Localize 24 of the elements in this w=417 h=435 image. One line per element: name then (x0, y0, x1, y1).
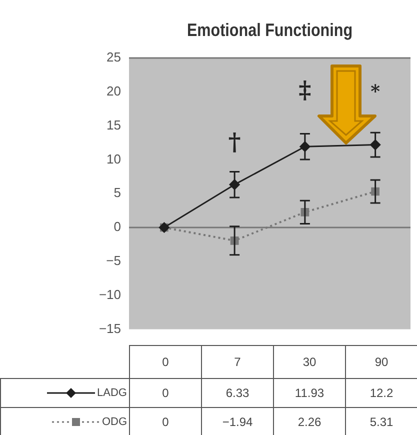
data-label: 6.33 (202, 378, 274, 407)
legend-label: ODG (0, 407, 130, 435)
y-tick-label: 10 (106, 151, 121, 166)
y-tick-label: 5 (114, 185, 121, 200)
y-tick-label: 15 (106, 117, 121, 132)
y-tick-label: 25 (106, 50, 121, 65)
x-tick-label: 7 (202, 346, 274, 378)
chart-title: Emotional Functioning (186, 20, 353, 40)
y-tick-label: −5 (106, 252, 121, 268)
y-tick-label: 20 (106, 83, 121, 98)
annotation: ‡ (298, 74, 312, 104)
legend-label: LADG (0, 378, 130, 407)
y-tick-label: −10 (98, 286, 121, 302)
y-tick-label: 0 (114, 219, 121, 234)
y-tick-label: −15 (98, 320, 121, 336)
annotation: * (370, 81, 381, 102)
data-label: 12.2 (346, 378, 417, 407)
annotation: † (228, 126, 241, 156)
data-label: 2.26 (274, 407, 346, 435)
data-label: −1.94 (202, 407, 274, 435)
x-tick-label: 30 (274, 346, 346, 378)
data-label: 11.93 (274, 378, 346, 407)
x-tick-label: 90 (346, 346, 417, 378)
data-label: 5.31 (346, 407, 417, 435)
